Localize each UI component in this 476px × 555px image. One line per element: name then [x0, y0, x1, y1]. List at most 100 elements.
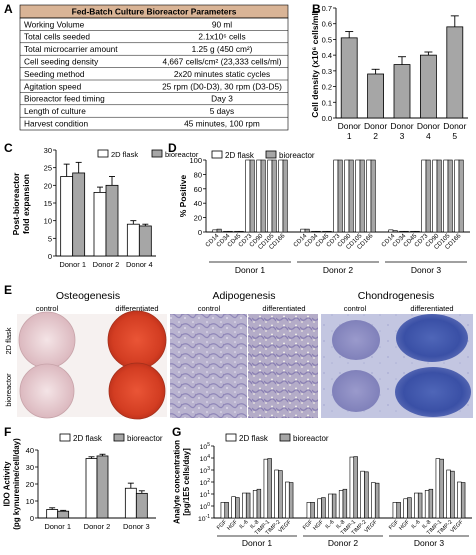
bar [360, 470, 365, 519]
cell-density-chart: Cell density (x10⁶ cells/ml)0.0 0.1 0.2 0.3… [310, 4, 468, 141]
legend-label: 2D flask [225, 151, 255, 160]
legend-swatch [225, 433, 237, 442]
y-axis-title: % Positive [178, 174, 188, 217]
bar [355, 159, 361, 233]
x-tick-label: VEGF [278, 519, 293, 534]
chondro-diff-label: differentiated [410, 304, 453, 313]
bar [271, 159, 277, 233]
bar [454, 159, 460, 233]
y-tick-label: 0.2 [322, 83, 332, 92]
y-axis-title: Cell density (x10⁶ cells/ml) [310, 10, 320, 118]
y-tick-label: 10-1 [198, 514, 210, 523]
bar [245, 159, 251, 233]
bar [310, 502, 315, 519]
ido-activity-chart: IDO Activity (pg kynurenine/cell/day) 0 10 2… [2, 433, 163, 531]
chondro-bio-diff-pellet [395, 367, 471, 417]
bar [447, 159, 453, 233]
x-tick-label: 4 [426, 131, 431, 141]
bar [446, 469, 451, 519]
y-axis-title: [pg/1E5 cells/day] [182, 448, 191, 516]
table-param-cell: Bioreactor feed timing [24, 94, 105, 104]
y-tick-label: 0.5 [322, 35, 332, 44]
table-param-cell: Length of culture [24, 106, 86, 116]
y-tick-label: 20 [26, 480, 34, 489]
bar [421, 159, 427, 233]
y-tick-label: 0 [48, 252, 52, 261]
bar [124, 487, 137, 519]
fold-expansion-chart: Post-bioreactor fold expansion 0 5 10 15 20 25 3… [11, 146, 199, 269]
bar [306, 502, 312, 519]
bar [93, 191, 107, 257]
adipo-control-label: control [198, 304, 221, 313]
y-tick-label: 100 [189, 156, 202, 165]
x-tick-label: Donor [443, 121, 466, 131]
legend-label: bioreactor [279, 151, 315, 160]
y-tick-label: 0.6 [322, 20, 332, 29]
bar-donor-2 [367, 73, 385, 119]
panel-label-f: F [4, 425, 11, 439]
table-value-cell: 2.1x10⁶ cells [198, 32, 245, 42]
bar [439, 458, 444, 519]
bar [245, 492, 251, 519]
x-tick-label: FGF [216, 519, 229, 532]
x-tick-label: 2 [373, 131, 378, 141]
bar [428, 488, 434, 519]
panel-label-e: E [4, 283, 12, 297]
x-tick-label: IL-6 [239, 519, 250, 530]
analyte-concentration-chart: Analyte concentration [pg/1E5 cells/day] 1… [172, 433, 472, 548]
adipo-diff-label: differentiated [262, 304, 305, 313]
bar [348, 159, 354, 233]
x-tick-label: IL-6 [325, 519, 336, 530]
bar [224, 502, 229, 519]
table-value-cell: 4,667 cells/cm² (23,333 cells/ml) [163, 57, 282, 67]
x-tick-label: Donor [390, 121, 413, 131]
x-tick-label: 5 [452, 131, 457, 141]
x-tick-label: IL-8 [249, 519, 260, 530]
bar [392, 230, 398, 233]
bar [460, 482, 466, 519]
table-param-cell: Harvest condition [24, 119, 88, 129]
x-tick-label: VEGF [364, 519, 379, 534]
x-tick-label: Donor 2 [93, 260, 120, 269]
bar [435, 458, 441, 519]
y-axis-title: (pg kynurenine/cell/day) [12, 438, 21, 530]
bar [414, 230, 420, 233]
bar [288, 482, 294, 519]
bar [85, 458, 98, 519]
x-tick-label: Donor 4 [126, 260, 153, 269]
osteogenesis-title: Osteogenesis [56, 290, 120, 302]
y-axis-title: fold expansion [21, 174, 31, 234]
x-tick-label: Donor 3 [123, 522, 150, 531]
bar [414, 492, 419, 519]
table-param-cell: Working Volume [24, 19, 85, 29]
table-value-cell: 90 ml [212, 19, 232, 29]
y-tick-label: 0.0 [322, 114, 332, 123]
bar [242, 492, 247, 519]
x-tick-label: FGF [302, 519, 315, 532]
y-tick-label: 25 [44, 164, 52, 173]
y-tick-label: 100 [200, 502, 211, 511]
bar [366, 159, 372, 233]
bar [331, 493, 337, 519]
table-value-cell: 5 days [210, 106, 234, 116]
differentiation-images: Osteogenesis Adipogenesis Chondrogenesis… [4, 290, 473, 420]
legend-swatch [265, 150, 277, 159]
bar [374, 482, 380, 519]
table-param-cell: Total cells seeded [24, 32, 90, 42]
bar [403, 498, 408, 519]
y-tick-label: 40 [194, 199, 202, 208]
bar [231, 496, 236, 519]
adipo-bio-control-image [170, 366, 247, 418]
y-tick-label: 60 [194, 185, 202, 194]
y-tick-label: 10 [44, 217, 52, 226]
legend-label: 2D flask [111, 150, 138, 159]
bar [135, 492, 148, 519]
bar-donor-5 [446, 26, 464, 119]
osteo-control-label: control [36, 304, 59, 313]
panel-label-g: G [172, 425, 181, 439]
bar [338, 490, 344, 519]
x-tick-label: Donor 1 [59, 260, 86, 269]
y-tick-label: 10 [26, 497, 34, 506]
panel-label-a: A [4, 2, 13, 16]
bar [425, 159, 431, 233]
